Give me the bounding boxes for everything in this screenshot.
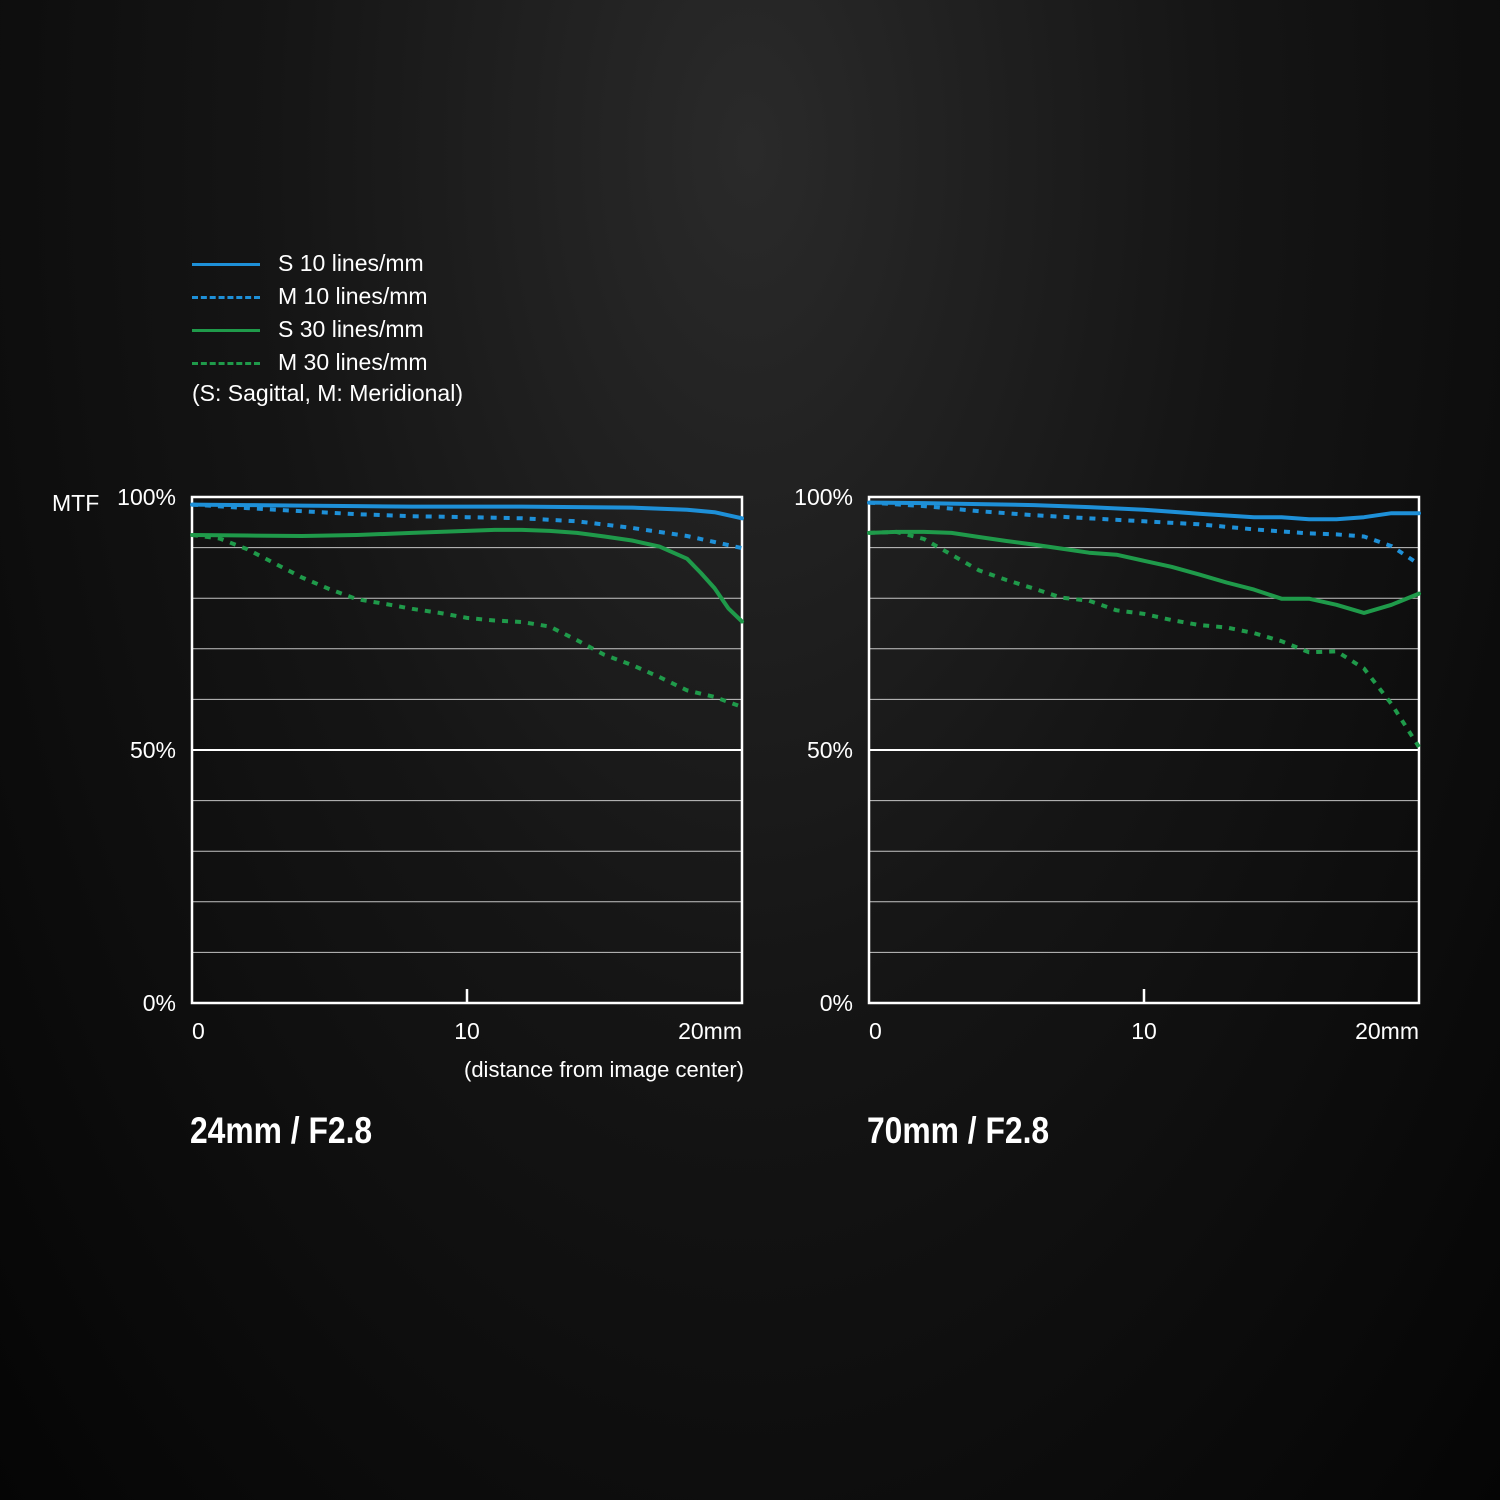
legend-swatch-s30 xyxy=(192,329,260,332)
x-tick-label: 20mm xyxy=(1355,1018,1419,1044)
series-line-1 xyxy=(190,502,744,521)
y-axis-label: MTF xyxy=(52,490,99,516)
series-line-2 xyxy=(191,502,743,551)
legend-label: S 30 lines/mm xyxy=(278,316,424,342)
x-tick-label: 10 xyxy=(454,1018,480,1044)
y-tick-label: 0% xyxy=(143,990,176,1016)
x-tick-label: 0 xyxy=(869,1018,882,1044)
x-tick-label: 10 xyxy=(1131,1018,1157,1044)
legend-label: S 10 lines/mm xyxy=(278,250,424,276)
chart-title: 70mm / F2.8 xyxy=(867,1111,1049,1152)
series-line-4 xyxy=(191,533,743,709)
series-line-2 xyxy=(868,500,1421,566)
legend-swatch-s10 xyxy=(192,263,260,266)
series-line-4 xyxy=(868,529,1421,749)
legend-label: M 30 lines/mm xyxy=(278,349,428,375)
y-tick-label: 50% xyxy=(807,737,853,763)
legend-swatch-m30 xyxy=(192,362,260,365)
series-line-3 xyxy=(190,527,744,624)
y-tick-label: 100% xyxy=(117,484,176,510)
legend-swatch-m10 xyxy=(192,296,260,299)
y-tick-label: 0% xyxy=(820,990,853,1016)
x-axis-label: (distance from image center) xyxy=(464,1057,744,1082)
x-tick-label: 20mm xyxy=(678,1018,742,1044)
chart-title: 24mm / F2.8 xyxy=(190,1111,372,1152)
legend-label: M 10 lines/mm xyxy=(278,283,428,309)
x-tick-label: 0 xyxy=(192,1018,205,1044)
y-tick-label: 100% xyxy=(794,484,853,510)
y-tick-label: 50% xyxy=(130,737,176,763)
legend-note: (S: Sagittal, M: Meridional) xyxy=(192,380,463,406)
series-line-1 xyxy=(867,500,1421,522)
series-line-3 xyxy=(867,529,1421,615)
